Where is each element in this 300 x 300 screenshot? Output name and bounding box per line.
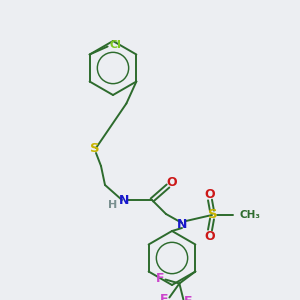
Text: S: S [90,142,100,155]
Text: O: O [205,188,215,200]
Text: O: O [167,176,177,190]
Text: O: O [205,230,215,242]
Text: S: S [208,208,218,221]
Text: N: N [119,194,129,206]
Text: Cl: Cl [110,40,122,50]
Text: F: F [184,295,193,300]
Text: F: F [156,272,165,285]
Text: H: H [108,200,118,210]
Text: CH₃: CH₃ [240,210,261,220]
Text: F: F [160,293,169,300]
Text: N: N [177,218,187,232]
